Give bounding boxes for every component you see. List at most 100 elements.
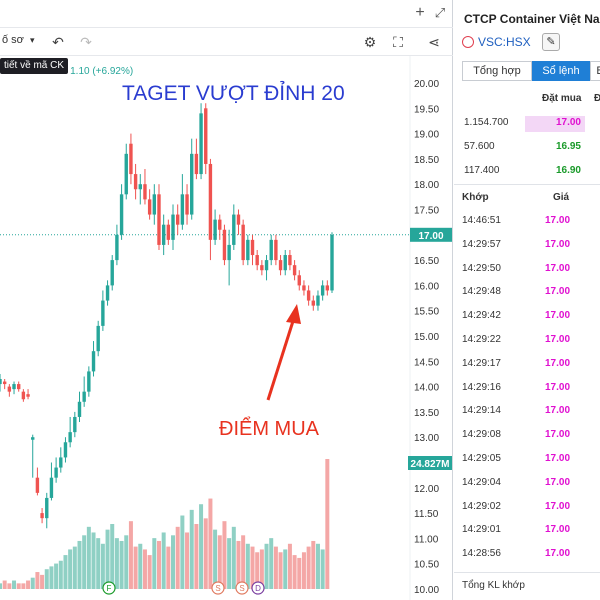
volume-bar xyxy=(12,580,17,589)
cut-header: Đ xyxy=(594,93,600,104)
trade-price: 17.00 xyxy=(545,357,571,369)
event-marker-label: F xyxy=(107,584,112,593)
candle-body xyxy=(274,239,278,261)
volume-bar xyxy=(26,580,31,589)
trade-row[interactable]: 14:29:08 17.00 xyxy=(454,423,600,447)
trade-price: 17.00 xyxy=(545,286,571,298)
price-chart[interactable]: 20.00 19.50 19.00 18.50 18.00 17.50 17.00 16.50… xyxy=(0,56,453,600)
y-tick-label: 16.50 xyxy=(414,256,439,267)
divider xyxy=(454,184,600,185)
event-marker[interactable] xyxy=(251,581,265,595)
candle-body xyxy=(316,295,320,306)
redo-icon[interactable]: ↷ xyxy=(80,34,92,50)
y-tick-label: 18.50 xyxy=(414,155,439,166)
trade-row[interactable]: 14:29:16 17.00 xyxy=(454,376,600,400)
candle-body xyxy=(320,285,325,296)
event-marker[interactable] xyxy=(211,581,225,595)
order-book-row[interactable]: 57.600 16.95 xyxy=(454,136,600,158)
change-legend: - 1.10 (+6.92%) xyxy=(64,66,133,77)
arrow-shaft xyxy=(266,317,296,401)
trade-row[interactable]: 14:46:51 17.00 xyxy=(454,209,600,233)
candle-body xyxy=(222,229,227,261)
candle-body xyxy=(227,244,231,261)
tab-order-book[interactable]: Sổ lệnh xyxy=(532,61,590,81)
ticker-symbol[interactable]: VSC:HSX xyxy=(478,35,531,49)
volume-bar xyxy=(35,572,40,589)
trade-row[interactable]: 14:29:14 17.00 xyxy=(454,399,600,423)
plus-icon[interactable]: + xyxy=(415,4,425,21)
candle-body xyxy=(185,194,189,215)
edit-icon[interactable]: ✎ xyxy=(542,33,560,51)
undo-icon[interactable]: ↶ xyxy=(52,34,64,50)
volume-bar xyxy=(166,546,171,589)
trade-row[interactable]: 14:29:05 17.00 xyxy=(454,447,600,471)
interval-select[interactable]: ố sơ ▾ xyxy=(0,34,34,50)
volume-bar xyxy=(77,540,82,589)
trade-price: 17.00 xyxy=(545,524,571,536)
trade-time: 14:46:51 xyxy=(462,215,501,226)
change-value: 1.10 (+6.92%) xyxy=(70,66,134,77)
order-book-row[interactable]: 117.400 16.90 xyxy=(454,160,600,182)
last-price-badge xyxy=(410,227,452,242)
volume-bar xyxy=(231,526,236,589)
share-icon[interactable]: ⋖ xyxy=(428,34,440,50)
trade-row[interactable]: 14:29:04 17.00 xyxy=(454,471,600,495)
candle-body xyxy=(59,457,63,468)
annotation-target: TAGET VƯỢT ĐỈNH 20 xyxy=(122,82,345,105)
trade-time: 14:29:05 xyxy=(462,453,501,464)
fullscreen-icon[interactable]: ⛶ xyxy=(393,34,403,50)
candle-body xyxy=(7,386,12,392)
candle-body xyxy=(17,384,21,390)
candle-body xyxy=(91,351,96,372)
trade-price: 17.00 xyxy=(545,453,571,464)
candle-body xyxy=(0,379,2,385)
trade-row[interactable]: 14:29:48 17.00 xyxy=(454,280,600,304)
settings-icon[interactable]: ⚙ xyxy=(363,34,377,50)
volume-bar xyxy=(315,543,320,589)
tab-summary[interactable]: Tổng hợp xyxy=(462,61,532,81)
trade-price: 17.00 xyxy=(545,548,571,560)
candle-body xyxy=(246,239,250,261)
event-marker[interactable] xyxy=(235,581,249,595)
volume-bar xyxy=(306,546,311,589)
candle-body xyxy=(306,290,311,301)
order-volume: 117.400 xyxy=(464,165,500,176)
trade-row[interactable]: 14:29:42 17.00 xyxy=(454,304,600,328)
trade-row[interactable]: 14:29:02 17.00 xyxy=(454,495,600,519)
candle-body xyxy=(12,384,16,390)
trade-row[interactable]: 14:29:22 17.00 xyxy=(454,328,600,352)
y-tick-label: 12.00 xyxy=(414,484,439,495)
volume-bar xyxy=(124,535,129,589)
volume-bar xyxy=(44,569,49,589)
event-marker[interactable] xyxy=(102,581,116,595)
total-volume-footer: Tổng KL khớp xyxy=(454,572,600,600)
trade-row[interactable]: 14:29:01 17.00 xyxy=(454,518,600,542)
candle-body xyxy=(129,143,133,175)
volume-bar xyxy=(194,524,199,589)
tab-more[interactable]: B xyxy=(590,61,600,81)
candle-body xyxy=(157,194,161,245)
volume-badge xyxy=(408,456,452,470)
candle-body xyxy=(40,513,44,519)
candle-body xyxy=(325,285,330,291)
trade-price: 17.00 xyxy=(545,405,571,417)
volume-bar xyxy=(105,529,110,589)
tooltip: tiết về mã CK xyxy=(0,58,69,74)
volume-bar xyxy=(147,555,152,589)
expand-icon[interactable]: ⤢ xyxy=(434,5,446,20)
last-price-label: 17.00 xyxy=(418,231,443,242)
volume-bar xyxy=(30,577,35,589)
event-marker-label: S xyxy=(215,584,220,593)
volume-bar xyxy=(68,549,73,589)
candle-body xyxy=(21,391,26,400)
trade-row[interactable]: 14:29:17 17.00 xyxy=(454,352,600,376)
trade-row[interactable]: 14:28:56 17.00 xyxy=(454,542,600,566)
candle-body xyxy=(180,194,185,225)
candle-body xyxy=(260,265,264,271)
volume-label: 24.827M xyxy=(411,459,450,470)
y-tick-label: 14.00 xyxy=(414,383,439,394)
trade-time: 14:29:57 xyxy=(462,238,501,250)
order-book-row[interactable]: 1.154.700 17.00 xyxy=(454,112,600,134)
trade-row[interactable]: 14:29:50 17.00 xyxy=(454,257,600,281)
trade-row[interactable]: 14:29:57 17.00 xyxy=(454,233,600,257)
